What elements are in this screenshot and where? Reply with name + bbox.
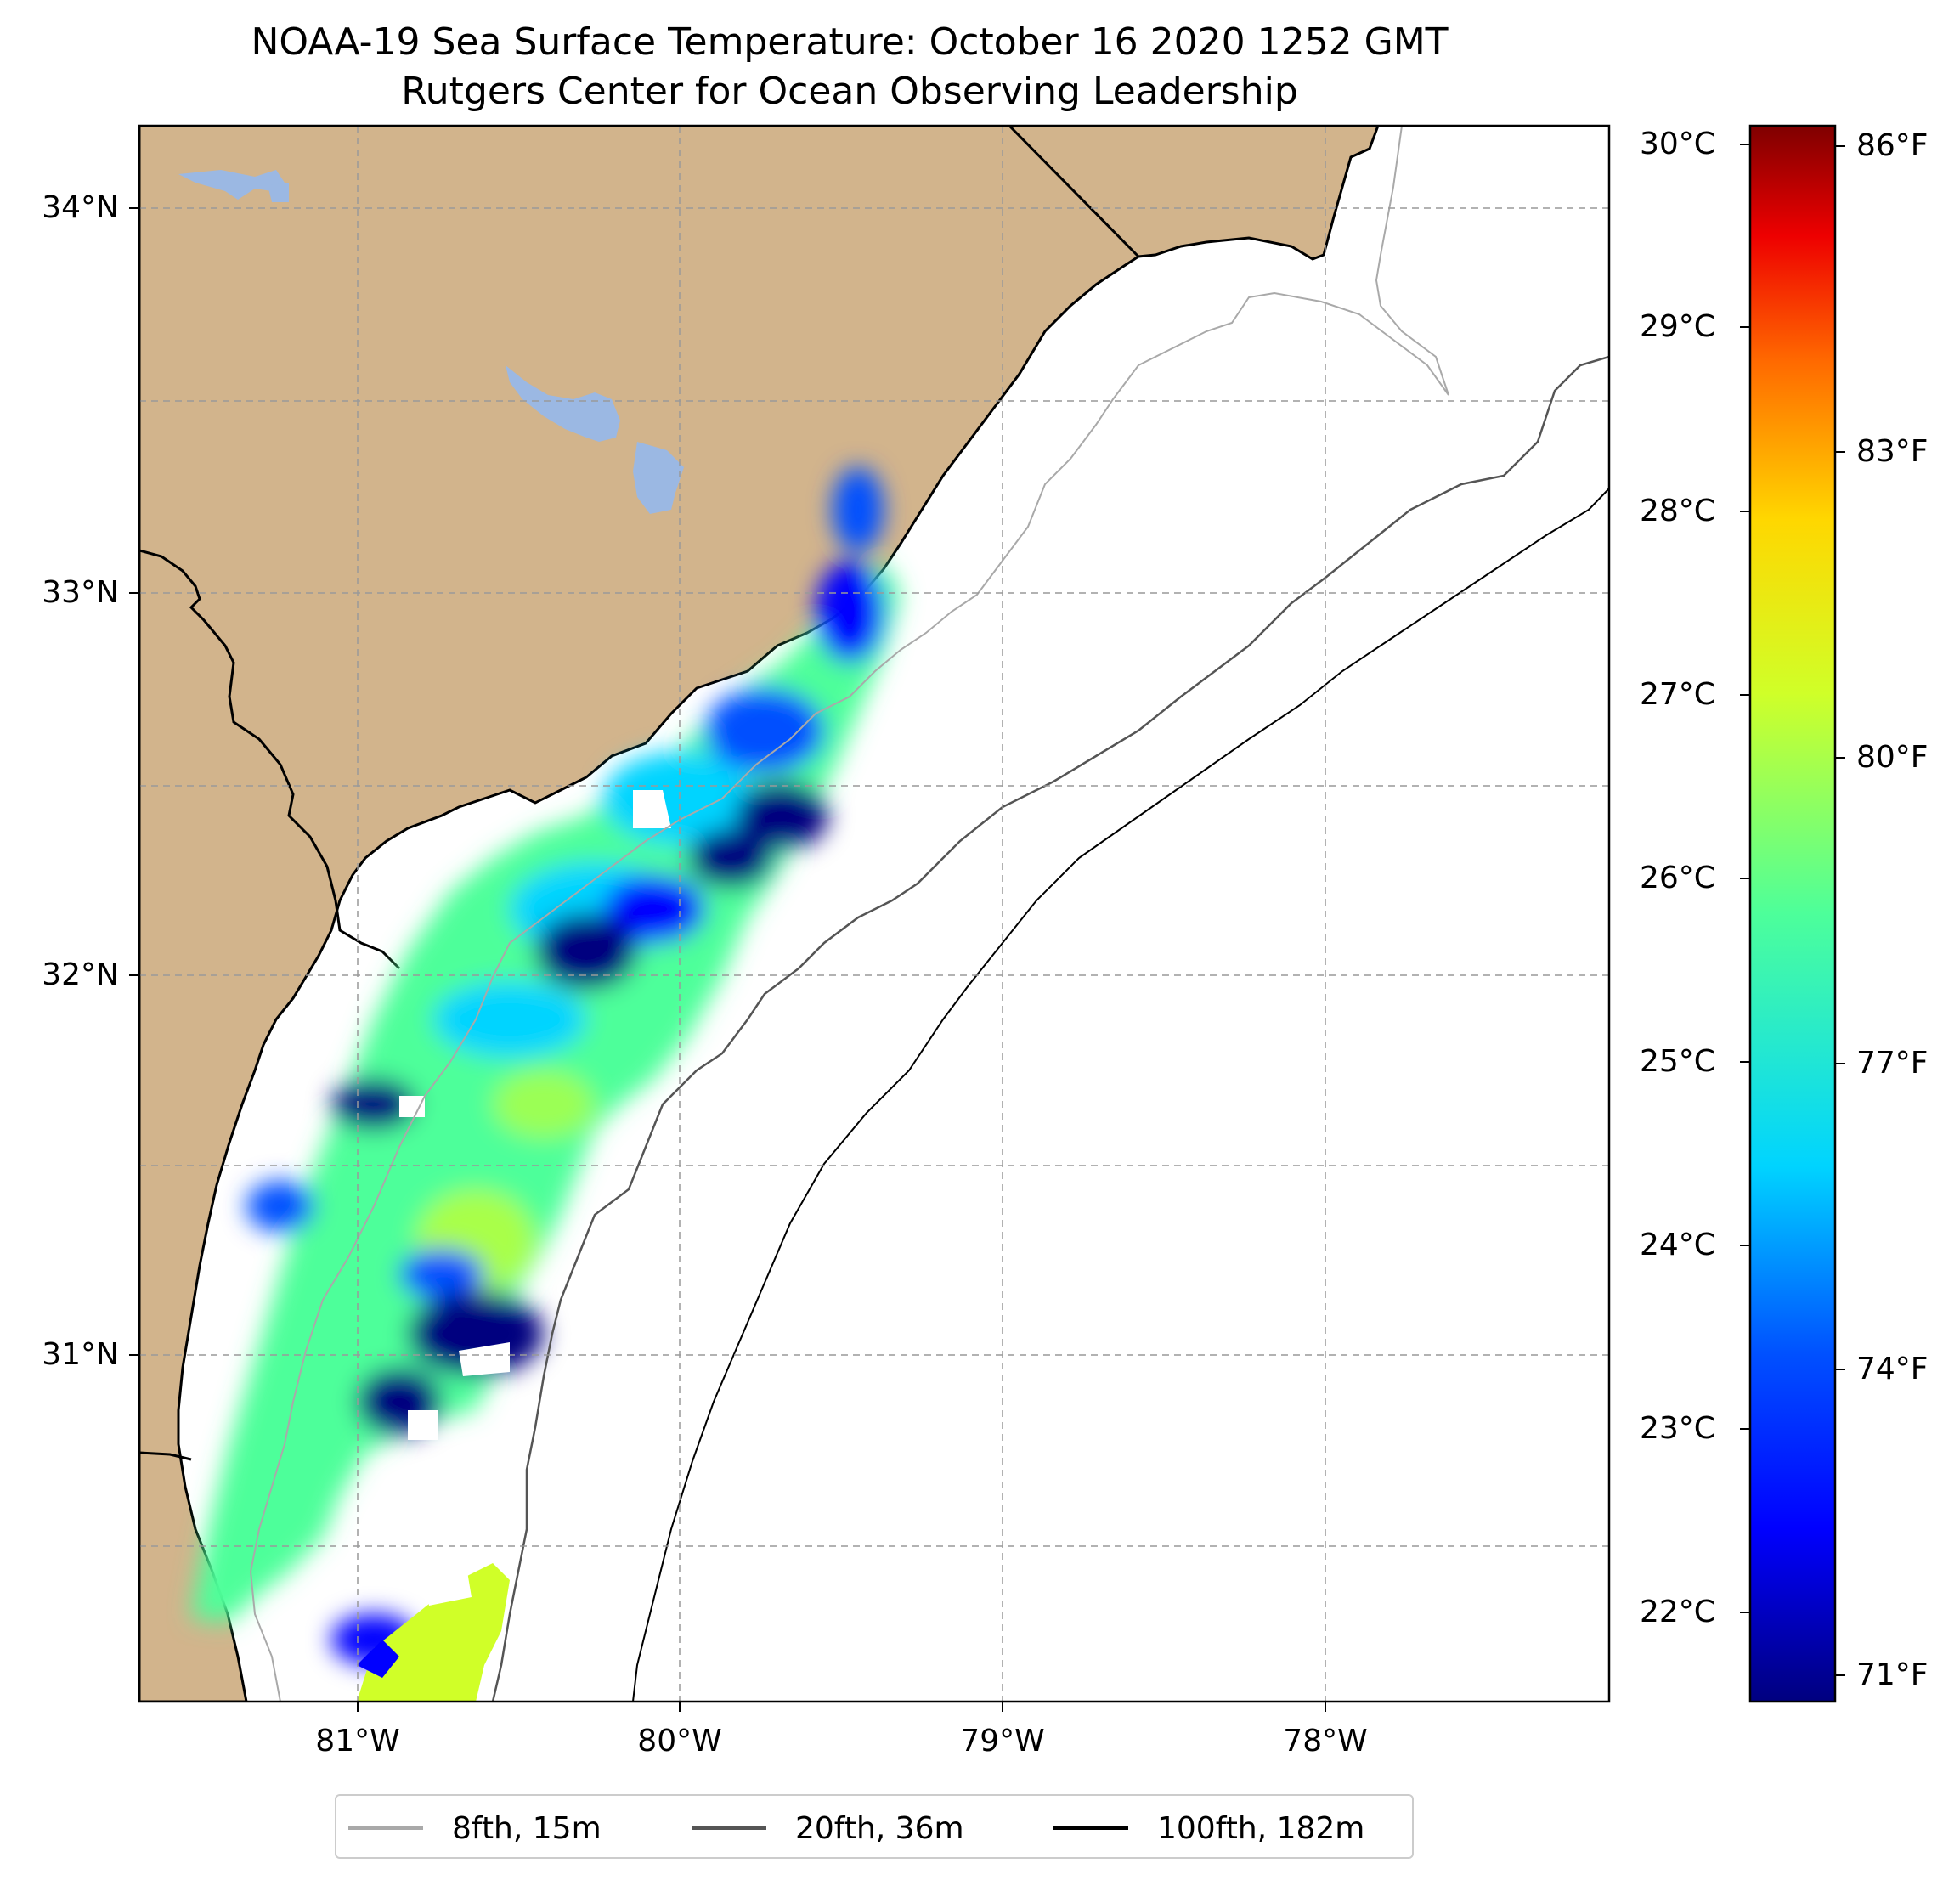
data-gap	[408, 1410, 438, 1440]
colorbar-celsius-label: 23°C	[1640, 1411, 1715, 1446]
colorbar-celsius-label: 27°C	[1640, 677, 1715, 712]
lat-label: 31°N	[42, 1337, 119, 1372]
lat-label: 33°N	[42, 575, 119, 610]
state-border	[1008, 126, 1140, 258]
lake	[506, 365, 620, 442]
chart-title: NOAA-19 Sea Surface Temperature: October…	[251, 20, 1449, 64]
colorbar-ticks	[1740, 144, 1845, 1676]
legend-item-20fth: 20fth, 36m	[692, 1796, 964, 1860]
colorbar-fahrenheit-label: 71°F	[1856, 1657, 1929, 1692]
colorbar-gradient	[1748, 124, 1837, 1703]
legend-line-swatch	[692, 1826, 766, 1830]
colorbar-celsius-label: 22°C	[1640, 1595, 1715, 1629]
axis-ticks	[129, 207, 1326, 1712]
legend-line-swatch	[348, 1826, 423, 1830]
legend: 8fth, 15m 20fth, 36m 100fth, 182m	[335, 1794, 1414, 1859]
legend-label: 20fth, 36m	[795, 1810, 964, 1846]
legend-label: 100fth, 182m	[1157, 1810, 1365, 1846]
sst-field	[191, 467, 901, 1665]
colorbar-fahrenheit-label: 80°F	[1856, 740, 1929, 775]
isobath-20fth	[491, 355, 1609, 1702]
lake	[633, 442, 684, 514]
colorbar-celsius-label: 28°C	[1640, 494, 1715, 528]
map-area	[139, 126, 1609, 1702]
lon-label: 80°W	[637, 1724, 722, 1759]
state-border	[139, 549, 401, 970]
gridlines	[139, 126, 1609, 1702]
lat-label: 32°N	[42, 957, 119, 992]
sst-patch	[357, 1563, 510, 1702]
lon-label: 81°W	[315, 1724, 400, 1759]
sst-patch	[357, 1640, 399, 1678]
data-gap	[425, 1572, 472, 1606]
map-frame	[138, 124, 1611, 1703]
isobath-8fth	[249, 126, 1449, 1702]
chart-subtitle: Rutgers Center for Ocean Observing Leade…	[401, 70, 1298, 113]
colorbar-fahrenheit-label: 83°F	[1856, 434, 1929, 469]
colorbar-fahrenheit-label: 74°F	[1856, 1352, 1929, 1386]
data-gap	[399, 1096, 425, 1117]
land	[139, 126, 1380, 1702]
data-gap	[459, 1342, 510, 1376]
legend-item-100fth: 100fth, 182m	[1053, 1796, 1364, 1860]
colorbar-celsius-label: 25°C	[1640, 1044, 1715, 1079]
colorbar-fahrenheit-label: 86°F	[1856, 128, 1929, 163]
lake	[178, 170, 285, 200]
legend-line-swatch	[1053, 1826, 1128, 1830]
legend-label: 8fth, 15m	[452, 1810, 602, 1846]
colorbar-celsius-label: 29°C	[1640, 309, 1715, 344]
legend-item-8fth: 8fth, 15m	[348, 1796, 602, 1860]
data-gap	[633, 790, 671, 828]
lon-label: 78°W	[1283, 1724, 1368, 1759]
state-border	[139, 1451, 192, 1461]
colorbar-celsius-label: 30°C	[1640, 127, 1715, 161]
lat-label: 34°N	[42, 190, 119, 225]
lon-label: 79°W	[960, 1724, 1045, 1759]
colorbar-celsius-label: 26°C	[1640, 861, 1715, 895]
colorbar-celsius-label: 24°C	[1640, 1228, 1715, 1262]
lake	[268, 183, 289, 202]
colorbar-fahrenheit-label: 77°F	[1856, 1046, 1929, 1081]
isobath-100fth	[632, 488, 1609, 1702]
